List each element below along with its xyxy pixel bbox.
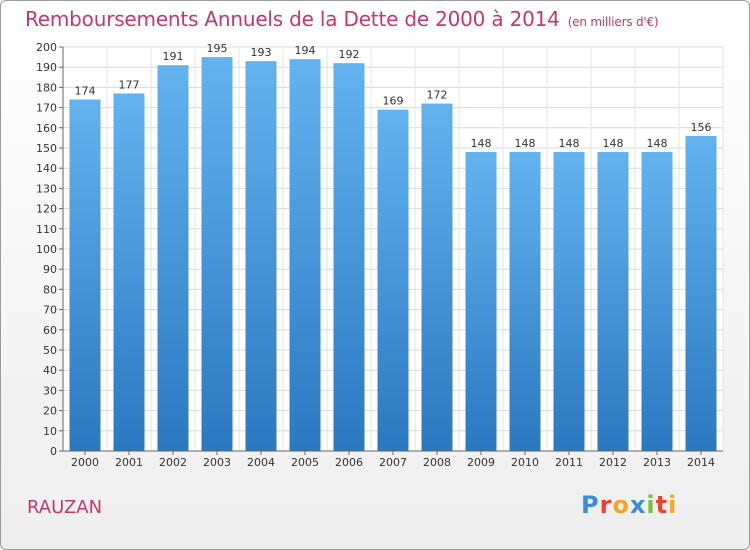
bar <box>333 63 365 451</box>
data-label: 174 <box>75 85 96 98</box>
bar <box>421 103 453 451</box>
y-tick-label: 50 <box>43 344 57 357</box>
data-label: 191 <box>163 50 184 63</box>
bar <box>113 93 145 452</box>
bar <box>553 152 585 452</box>
y-tick-label: 140 <box>36 162 57 175</box>
bar <box>641 152 673 452</box>
y-tick-label: 90 <box>43 263 57 276</box>
y-tick-label: 170 <box>36 102 57 115</box>
y-tick-label: 0 <box>50 445 57 458</box>
y-tick-label: 30 <box>43 384 57 397</box>
chart-title: Remboursements Annuels de la Dette de 20… <box>25 7 659 31</box>
data-label: 172 <box>427 89 448 102</box>
x-tick-label: 2008 <box>423 456 451 469</box>
data-label: 148 <box>647 137 668 150</box>
bar <box>685 135 717 451</box>
logo-letter: P <box>581 491 600 519</box>
y-tick-label: 120 <box>36 203 57 216</box>
y-tick-label: 160 <box>36 122 57 135</box>
logo-letter: t <box>655 491 669 519</box>
bar <box>69 99 101 452</box>
x-tick-label: 2009 <box>467 456 495 469</box>
y-tick-label: 80 <box>43 283 57 296</box>
x-tick-label: 2005 <box>291 456 319 469</box>
y-tick-label: 100 <box>36 243 57 256</box>
x-tick-label: 2006 <box>335 456 363 469</box>
x-tick-label: 2001 <box>115 456 143 469</box>
data-label: 195 <box>207 42 228 55</box>
bar <box>157 65 189 452</box>
x-tick-label: 2002 <box>159 456 187 469</box>
bar <box>377 109 409 452</box>
x-tick-label: 2007 <box>379 456 407 469</box>
bar <box>201 57 233 451</box>
data-label: 148 <box>603 137 624 150</box>
chart-subtitle: (en milliers d'€) <box>567 15 659 29</box>
logo-letter: i <box>668 491 678 519</box>
data-label: 156 <box>691 121 712 134</box>
y-tick-label: 40 <box>43 364 57 377</box>
logo-letter: i <box>646 491 656 519</box>
logo-letter: r <box>599 491 613 519</box>
town-name: RAUZAN <box>27 497 103 518</box>
x-tick-label: 2003 <box>203 456 231 469</box>
bar <box>289 59 321 452</box>
data-label: 148 <box>515 137 536 150</box>
data-label: 148 <box>559 137 580 150</box>
axis-layer: 0 10 20 30 40 50 60 70 80 90 100 110 120 130 140 150 160… <box>36 41 723 469</box>
bar <box>245 61 277 451</box>
data-label: 194 <box>295 44 316 57</box>
bar <box>597 152 629 452</box>
bar <box>465 152 497 452</box>
data-label: 192 <box>339 48 360 61</box>
y-tick-label: 110 <box>36 223 57 236</box>
y-tick-label: 190 <box>36 61 57 74</box>
x-tick-label: 2013 <box>643 456 671 469</box>
x-tick-label: 2000 <box>71 456 99 469</box>
y-tick-label: 60 <box>43 324 57 337</box>
data-label: 169 <box>383 95 404 108</box>
data-label: 177 <box>119 78 140 91</box>
bar <box>509 152 541 452</box>
chart-title-text: Remboursements Annuels de la Dette de 20… <box>25 7 560 31</box>
y-tick-label: 10 <box>43 425 57 438</box>
logo-letter: o <box>612 491 630 519</box>
y-tick-label: 70 <box>43 304 57 317</box>
x-tick-label: 2004 <box>247 456 275 469</box>
x-tick-label: 2014 <box>687 456 715 469</box>
bar-layer: 174 177 191 195 193 194 192 169 172 148 148 148 148 1… <box>69 42 717 452</box>
y-tick-label: 180 <box>36 81 57 94</box>
y-tick-label: 200 <box>36 41 57 54</box>
x-tick-label: 2010 <box>511 456 539 469</box>
data-label: 148 <box>471 137 492 150</box>
y-tick-label: 130 <box>36 182 57 195</box>
proxiti-logo: Proxiti <box>581 491 677 519</box>
x-tick-label: 2012 <box>599 456 627 469</box>
data-label: 193 <box>251 46 272 59</box>
y-tick-label: 20 <box>43 405 57 418</box>
y-tick-label: 150 <box>36 142 57 155</box>
x-tick-label: 2011 <box>555 456 583 469</box>
logo-letter: x <box>629 491 647 519</box>
